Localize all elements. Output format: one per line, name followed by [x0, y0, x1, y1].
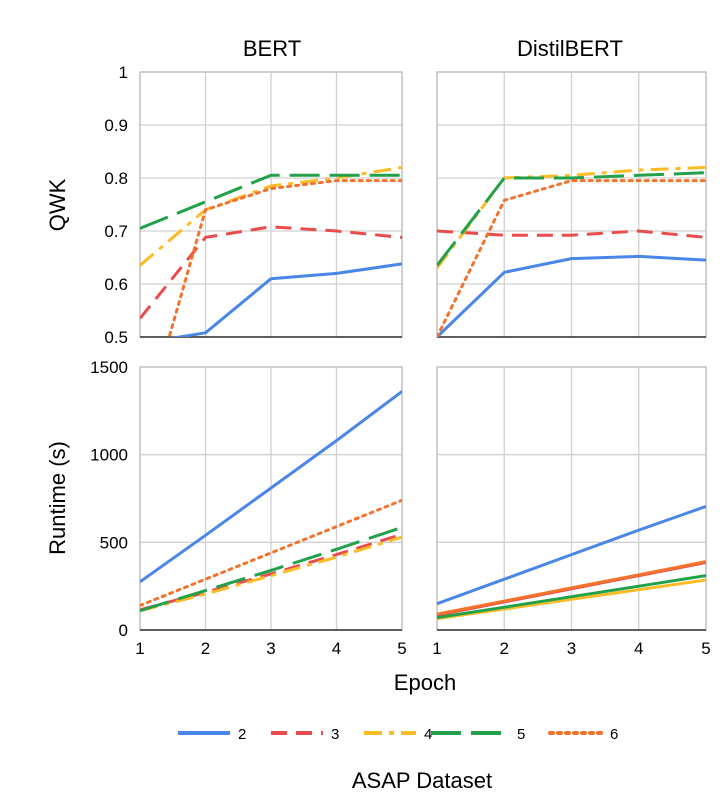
series-line-5	[140, 525, 402, 613]
series-group	[140, 165, 402, 337]
legend-label: 6	[610, 726, 618, 743]
x-tick-label: 4	[332, 639, 341, 658]
legend-label: 4	[424, 726, 432, 743]
series-line-3	[140, 225, 402, 320]
series-line-5	[437, 574, 706, 620]
series-line-4	[140, 165, 402, 267]
legend-label: 3	[331, 726, 339, 743]
x-tick-label: 2	[201, 639, 210, 658]
series-line-5	[437, 171, 706, 267]
legend: 2 3 4 5 6	[178, 726, 618, 743]
series-line-5	[140, 173, 402, 230]
y-axis-label-runtime: Runtime (s)	[45, 441, 70, 555]
y-tick-label: 0.5	[104, 328, 128, 347]
series-line-2	[437, 254, 706, 337]
y-tick-label: 0.7	[104, 222, 128, 241]
y-tick-label: 0.9	[104, 116, 128, 135]
series-line-2	[437, 504, 706, 606]
x-tick-label: 2	[500, 639, 509, 658]
series-line-4	[140, 535, 402, 613]
column-title-distilbert: DistilBERT	[517, 36, 623, 61]
series-line-6	[167, 179, 402, 337]
y-tick-label: 0	[119, 621, 128, 640]
series-line-6	[140, 498, 402, 607]
legend-item-6: 6	[548, 726, 618, 743]
legend-item-4: 4	[364, 726, 432, 743]
x-axis-label: Epoch	[394, 670, 456, 695]
dataset-caption: ASAP Dataset	[352, 768, 492, 793]
x-tick-label: 1	[135, 639, 144, 658]
y-tick-label: 1500	[90, 358, 128, 377]
legend-label: 5	[517, 726, 525, 743]
legend-item-5: 5	[431, 726, 525, 743]
series-line-6	[437, 560, 706, 616]
series-line-3	[140, 532, 402, 612]
x-tick-label: 1	[432, 639, 441, 658]
series-group	[437, 165, 706, 337]
x-tick-label: 3	[567, 639, 576, 658]
series-group	[140, 390, 402, 613]
y-tick-label: 1	[119, 63, 128, 82]
series-line-2	[140, 390, 402, 584]
y-tick-label: 1000	[90, 446, 128, 465]
y-tick-label: 500	[100, 533, 128, 552]
series-line-2	[171, 262, 402, 337]
panel-qwk-distil	[436, 71, 707, 338]
series-line-4	[437, 165, 706, 269]
y-tick-label: 0.6	[104, 275, 128, 294]
series-line-6	[437, 179, 706, 337]
x-tick-label: 4	[634, 639, 643, 658]
x-tick-label: 5	[397, 639, 406, 658]
series-line-3	[437, 229, 706, 239]
panel-qwk-bert: 1 0.9 0.8 0.7 0.6 0.5	[104, 63, 403, 347]
x-tick-label: 5	[701, 639, 710, 658]
column-title-bert: BERT	[243, 36, 301, 61]
y-axis-label-qwk: QWK	[45, 178, 70, 231]
legend-item-3: 3	[271, 726, 339, 743]
x-tick-label: 3	[266, 639, 275, 658]
series-group	[437, 504, 706, 621]
y-tick-label: 0.8	[104, 169, 128, 188]
legend-item-2: 2	[178, 726, 246, 743]
panel-runtime-distil: 1 2 3 4 5	[432, 366, 711, 658]
panel-runtime-bert: 1500 1000 500 01 2 3 4 5	[90, 358, 407, 658]
legend-label: 2	[238, 726, 246, 743]
